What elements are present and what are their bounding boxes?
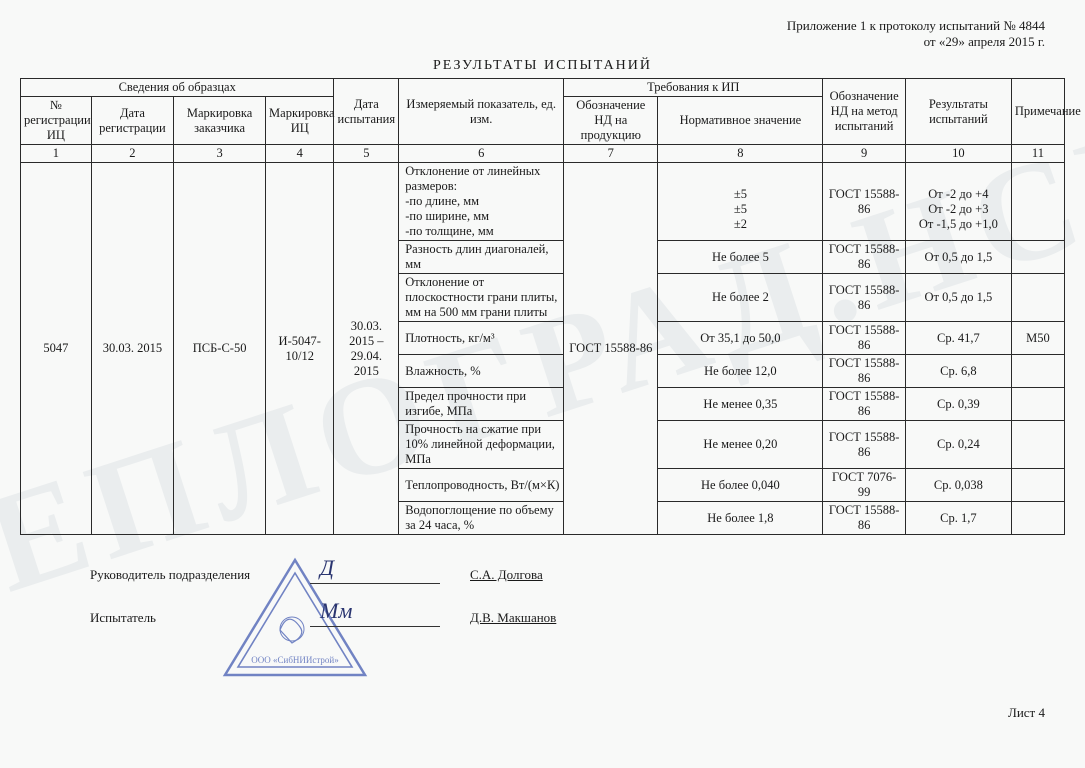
cell-param: Отклонение от линейных размеров:-по длин… [399, 163, 564, 241]
th-reg-no: № регистрации ИЦ [21, 97, 92, 145]
head-signature-line: Д [310, 565, 440, 584]
th-n9: 9 [823, 145, 905, 163]
header-appendix: Приложение 1 к протоколу испытаний № 484… [20, 18, 1045, 50]
th-n8: 8 [658, 145, 823, 163]
cell-reg-date: 30.03. 2015 [91, 163, 173, 535]
cell-method: ГОСТ 7076-99 [823, 469, 905, 502]
cell-reg-no: 5047 [21, 163, 92, 535]
header-line2: от «29» апреля 2015 г. [20, 34, 1045, 50]
cell-param: Предел прочности при изгибе, МПа [399, 388, 564, 421]
cell-method: ГОСТ 15588-86 [823, 163, 905, 241]
results-table: Сведения об образцах Дата испытания Изме… [20, 78, 1065, 535]
cell-norm: Не менее 0,20 [658, 421, 823, 469]
th-n10: 10 [905, 145, 1011, 163]
cell-param: Влажность, % [399, 355, 564, 388]
cell-result: Ср. 0,038 [905, 469, 1011, 502]
cell-param: Отклонение от плоскостности грани плиты,… [399, 274, 564, 322]
th-param: Измеряемый показатель, ед. изм. [399, 79, 564, 145]
cell-note: М50 [1011, 322, 1064, 355]
cell-note [1011, 355, 1064, 388]
cell-param: Теплопроводность, Вт/(м×К) [399, 469, 564, 502]
document-page: Приложение 1 к протоколу испытаний № 484… [20, 18, 1065, 721]
cell-result: Ср. 6,8 [905, 355, 1011, 388]
th-test-date: Дата испытания [334, 79, 399, 145]
cell-note [1011, 241, 1064, 274]
cell-note [1011, 421, 1064, 469]
cell-ic-mark: И-5047-10/12 [266, 163, 334, 535]
signatures-block: ООО «СибНИИстрой» Руководитель подраздел… [90, 565, 1065, 685]
cell-nd-prod: ГОСТ 15588-86 [564, 163, 658, 535]
header-line1: Приложение 1 к протоколу испытаний № 484… [20, 18, 1045, 34]
th-n7: 7 [564, 145, 658, 163]
cell-norm: Не более 5 [658, 241, 823, 274]
cell-result: От -2 до +4От -2 до +3От -1,5 до +1,0 [905, 163, 1011, 241]
cell-param: Прочность на сжатие при 10% линейной деф… [399, 421, 564, 469]
cell-param: Плотность, кг/м³ [399, 322, 564, 355]
th-norm-val: Нормативное значение [658, 97, 823, 145]
cell-note [1011, 388, 1064, 421]
tester-signature-line: Мм [310, 608, 440, 627]
cell-method: ГОСТ 15588-86 [823, 421, 905, 469]
th-n1: 1 [21, 145, 92, 163]
th-n2: 2 [91, 145, 173, 163]
page-number: Лист 4 [20, 705, 1045, 721]
cell-norm: Не более 1,8 [658, 502, 823, 535]
cell-norm: Не более 0,040 [658, 469, 823, 502]
th-requirements: Требования к ИП [564, 79, 823, 97]
cell-cust-mark: ПСБ-С-50 [174, 163, 266, 535]
th-n3: 3 [174, 145, 266, 163]
cell-method: ГОСТ 15588-86 [823, 322, 905, 355]
th-nd-prod: Обозначение НД на продукцию [564, 97, 658, 145]
th-results: Результаты испытаний [905, 79, 1011, 145]
th-reg-date: Дата регистрации [91, 97, 173, 145]
cell-method: ГОСТ 15588-86 [823, 388, 905, 421]
results-tbody: 504730.03. 2015ПСБ-С-50И-5047-10/1230.03… [21, 163, 1065, 535]
th-nd-method: Обозначение НД на метод испытаний [823, 79, 905, 145]
page-title: РЕЗУЛЬТАТЫ ИСПЫТАНИЙ [20, 58, 1065, 74]
table-row: 504730.03. 2015ПСБ-С-50И-5047-10/1230.03… [21, 163, 1065, 241]
cell-param: Водопоглощение по объему за 24 часа, % [399, 502, 564, 535]
th-samples: Сведения об образцах [21, 79, 334, 97]
tester-name: Д.В. Макшанов [470, 610, 556, 626]
stamp-text: ООО «СибНИИстрой» [251, 655, 339, 665]
cell-norm: ±5±5±2 [658, 163, 823, 241]
cell-method: ГОСТ 15588-86 [823, 274, 905, 322]
cell-note [1011, 469, 1064, 502]
cell-norm: Не более 12,0 [658, 355, 823, 388]
cell-result: От 0,5 до 1,5 [905, 241, 1011, 274]
th-ic-mark: Маркировка ИЦ [266, 97, 334, 145]
th-n4: 4 [266, 145, 334, 163]
cell-result: Ср. 1,7 [905, 502, 1011, 535]
cell-norm: От 35,1 до 50,0 [658, 322, 823, 355]
cell-note [1011, 274, 1064, 322]
cell-test-date: 30.03. 2015 – 29.04. 2015 [334, 163, 399, 535]
cell-note [1011, 502, 1064, 535]
cell-method: ГОСТ 15588-86 [823, 241, 905, 274]
th-n6: 6 [399, 145, 564, 163]
cell-result: Ср. 0,39 [905, 388, 1011, 421]
cell-norm: Не более 2 [658, 274, 823, 322]
cell-note [1011, 163, 1064, 241]
tester-scribble: Мм [320, 598, 352, 624]
cell-method: ГОСТ 15588-86 [823, 502, 905, 535]
head-scribble: Д [320, 555, 334, 581]
th-note: Примечание [1011, 79, 1064, 145]
cell-method: ГОСТ 15588-86 [823, 355, 905, 388]
head-name: С.А. Долгова [470, 567, 543, 583]
cell-norm: Не менее 0,35 [658, 388, 823, 421]
cell-result: Ср. 0,24 [905, 421, 1011, 469]
th-n11: 11 [1011, 145, 1064, 163]
th-cust-mark: Маркировка заказчика [174, 97, 266, 145]
cell-result: Ср. 41,7 [905, 322, 1011, 355]
cell-result: От 0,5 до 1,5 [905, 274, 1011, 322]
cell-param: Разность длин диагоналей, мм [399, 241, 564, 274]
th-n5: 5 [334, 145, 399, 163]
